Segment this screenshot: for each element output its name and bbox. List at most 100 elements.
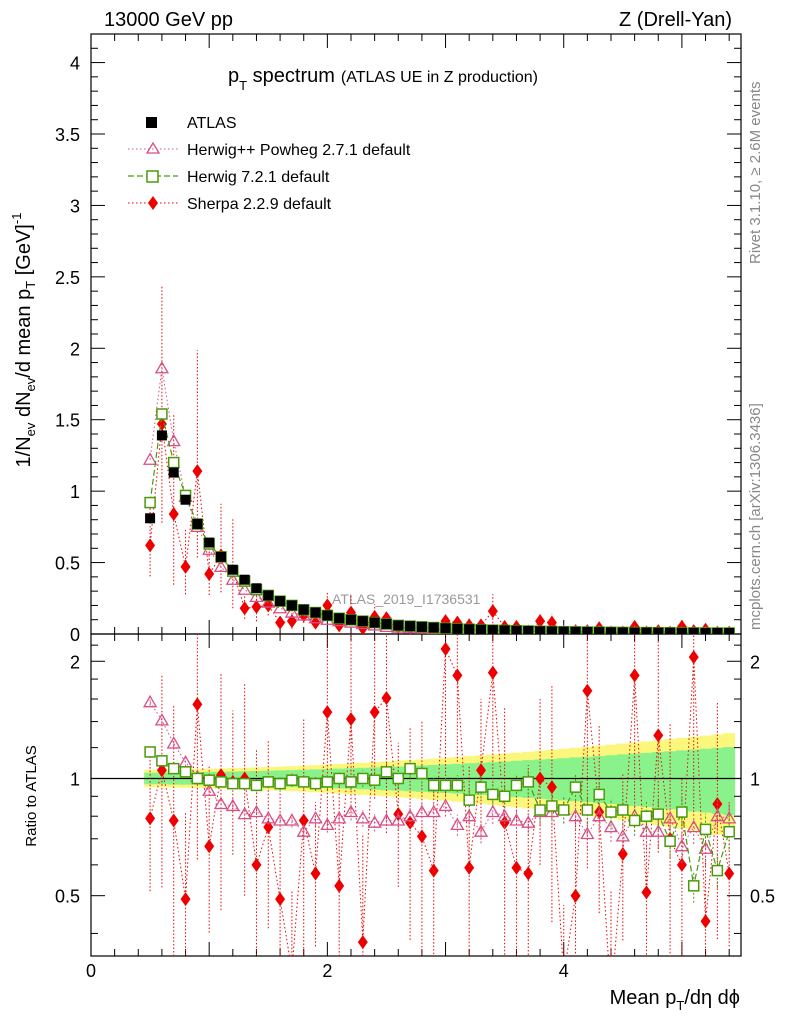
sherpa-point xyxy=(180,559,191,574)
ratio-herwig7-point xyxy=(628,814,641,827)
ratio-herwig7-point xyxy=(238,777,251,790)
ratio-herwigpp-point xyxy=(450,817,465,831)
ratio-herwigpp-point xyxy=(580,826,595,840)
legend-marker-herwigpp xyxy=(145,141,161,154)
sherpa-point xyxy=(239,601,250,616)
herwigpp-point xyxy=(213,559,229,573)
atlas-point xyxy=(192,519,203,529)
herwigpp-point xyxy=(142,452,158,465)
ratio-herwig7-series xyxy=(144,746,735,903)
ratio-herwig7-point xyxy=(427,779,440,792)
ratio-herwigpp-point xyxy=(722,811,737,824)
ratio-herwigpp-point xyxy=(249,804,264,818)
ratio-sherpa-point xyxy=(334,878,345,893)
atlas-point xyxy=(665,627,676,634)
legend-marker-herwig7 xyxy=(146,170,159,183)
ratio-herwig7-point xyxy=(451,779,464,792)
ratio-herwig7-point xyxy=(309,777,322,790)
herwigpp-point xyxy=(154,360,170,374)
ratio-herwigpp-point xyxy=(497,808,512,822)
ratio-sherpa-line xyxy=(149,648,730,956)
ratio-herwigpp-point xyxy=(615,829,630,842)
herwigpp-point xyxy=(261,595,276,608)
ratio-sherpa-point xyxy=(346,712,356,727)
ratio-herwigpp-point xyxy=(391,813,406,826)
atlas-point xyxy=(286,600,297,611)
ratio-herwig7-point xyxy=(404,762,416,775)
ratio-sherpa-point xyxy=(487,665,498,680)
ratio-herwigpp-point xyxy=(485,804,500,818)
ratio-herwigpp-point xyxy=(462,808,477,822)
atlas-point xyxy=(452,623,463,634)
ratio-herwig7-point xyxy=(167,762,180,775)
ratio-herwigpp-point xyxy=(272,813,288,826)
atlas-point xyxy=(641,627,652,634)
atlas-point xyxy=(499,625,510,634)
ratio-sherpa-point xyxy=(688,650,699,665)
analysis-id: ATLAS_2019_I1736531 xyxy=(332,591,481,607)
sherpa-point xyxy=(168,507,179,521)
ratio-herwig7-point xyxy=(498,790,511,803)
y-tick-label: 0.5 xyxy=(55,554,80,574)
ratio-sherpa-point xyxy=(145,811,156,826)
ratio-herwig7-point xyxy=(392,772,405,785)
ratio-herwigpp-point xyxy=(592,808,607,822)
sherpa-point xyxy=(145,538,156,553)
herwigpp-point xyxy=(166,433,181,447)
ratio-sherpa-point xyxy=(275,892,286,907)
ratio-herwig7-point xyxy=(227,777,239,790)
ratio-sherpa-point xyxy=(192,697,203,712)
ratio-sherpa-point xyxy=(653,728,664,743)
atlas-point xyxy=(487,625,498,634)
sherpa-series xyxy=(145,285,735,634)
atlas-point xyxy=(688,627,699,634)
header-left: 13000 GeV pp xyxy=(104,9,233,31)
herwigpp-point xyxy=(284,605,300,618)
ratio-sherpa-point xyxy=(428,863,439,878)
y-tick-label: 2.5 xyxy=(55,268,80,288)
atlas-point xyxy=(558,626,569,634)
atlas-point xyxy=(712,628,723,634)
atlas-point xyxy=(535,626,546,634)
atlas-point xyxy=(204,537,215,548)
atlas-point xyxy=(476,624,486,634)
atlas-point xyxy=(405,621,416,632)
ratio-herwig7-point xyxy=(179,766,192,778)
sherpa-point xyxy=(275,615,286,630)
atlas-point xyxy=(322,610,333,621)
atlas-point xyxy=(251,583,262,594)
ratio-herwigpp-point xyxy=(568,808,583,822)
legend-marker-sherpa xyxy=(148,196,158,210)
ratio-herwig7-point xyxy=(250,779,263,792)
legend-label-sherpa: Sherpa 2.2.9 default xyxy=(187,196,332,213)
atlas-point xyxy=(428,622,439,633)
ratio-sherpa-point xyxy=(440,642,451,657)
ratio-herwig7-point xyxy=(297,776,310,788)
ratio-herwigpp-point xyxy=(355,811,370,824)
legend-marker-atlas xyxy=(146,117,157,128)
ratio-sherpa-point xyxy=(298,813,309,828)
legend-label-herwigpp: Herwig++ Powheg 2.7.1 default xyxy=(187,142,411,159)
ratio-sherpa-point xyxy=(405,815,416,830)
ratio-herwig7-point xyxy=(439,779,452,792)
atlas-point xyxy=(546,626,557,634)
atlas-point xyxy=(582,627,593,634)
ratio-herwig7-point xyxy=(534,804,546,816)
atlas-point xyxy=(464,624,475,634)
sherpa-point xyxy=(357,621,368,634)
ratio-herwig7-point xyxy=(569,781,582,793)
x-tick-label: 2 xyxy=(322,961,332,981)
ratio-herwigpp-point xyxy=(154,713,170,726)
sherpa-point xyxy=(322,598,333,613)
atlas-point xyxy=(334,613,345,624)
mcplots-label: mcplots.cern.ch [arXiv:1306.3436] xyxy=(747,403,764,630)
atlas-point xyxy=(724,628,735,634)
ratio-herwig7-point xyxy=(262,776,275,788)
ratio-herwigpp-point xyxy=(379,813,394,826)
herwigpp-point xyxy=(225,572,240,585)
herwig7-point xyxy=(156,408,168,420)
ratio-herwigpp-point xyxy=(202,783,217,796)
sherpa-point xyxy=(487,604,498,619)
y-axis-label: 1/Nev dNev/d mean pT [GeV]-1 xyxy=(9,213,38,468)
